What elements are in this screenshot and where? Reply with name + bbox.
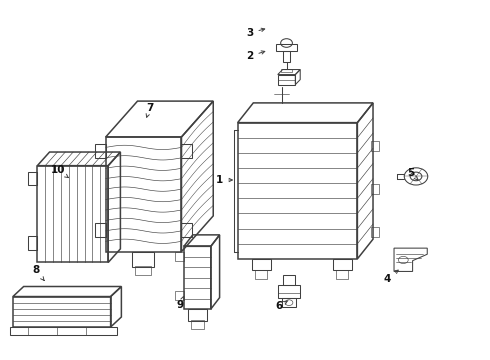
Bar <box>188 309 207 320</box>
Bar <box>282 298 296 307</box>
Text: 5: 5 <box>408 168 418 180</box>
Bar <box>283 275 295 285</box>
Bar <box>278 75 295 85</box>
Bar <box>27 172 37 185</box>
Bar <box>175 291 184 300</box>
Text: 2: 2 <box>246 51 265 61</box>
Bar <box>37 166 108 262</box>
Bar <box>106 137 181 252</box>
Bar <box>283 51 291 62</box>
Bar <box>276 44 297 51</box>
Text: 9: 9 <box>177 296 184 310</box>
Text: 10: 10 <box>50 165 68 177</box>
Bar <box>181 223 192 237</box>
Bar <box>191 320 204 329</box>
Text: 6: 6 <box>275 301 288 311</box>
Bar <box>13 297 111 327</box>
Bar <box>238 123 357 259</box>
Bar <box>175 252 184 261</box>
Bar <box>95 223 106 237</box>
Bar <box>370 141 379 151</box>
Bar <box>278 285 300 298</box>
Text: 8: 8 <box>32 265 44 280</box>
Bar <box>184 246 211 309</box>
Bar <box>135 266 151 275</box>
Bar <box>95 144 106 158</box>
Bar <box>10 327 117 335</box>
Bar <box>370 184 379 194</box>
Bar <box>333 259 351 270</box>
Bar <box>252 259 271 270</box>
Text: 3: 3 <box>246 28 265 38</box>
Text: 4: 4 <box>383 270 398 284</box>
Bar <box>336 270 348 279</box>
Text: 1: 1 <box>216 175 232 185</box>
Bar <box>181 144 192 158</box>
Bar <box>132 252 154 267</box>
Text: 7: 7 <box>146 103 153 117</box>
Bar <box>27 236 37 250</box>
Bar <box>281 69 293 72</box>
Bar <box>370 227 379 237</box>
Bar <box>255 270 268 279</box>
